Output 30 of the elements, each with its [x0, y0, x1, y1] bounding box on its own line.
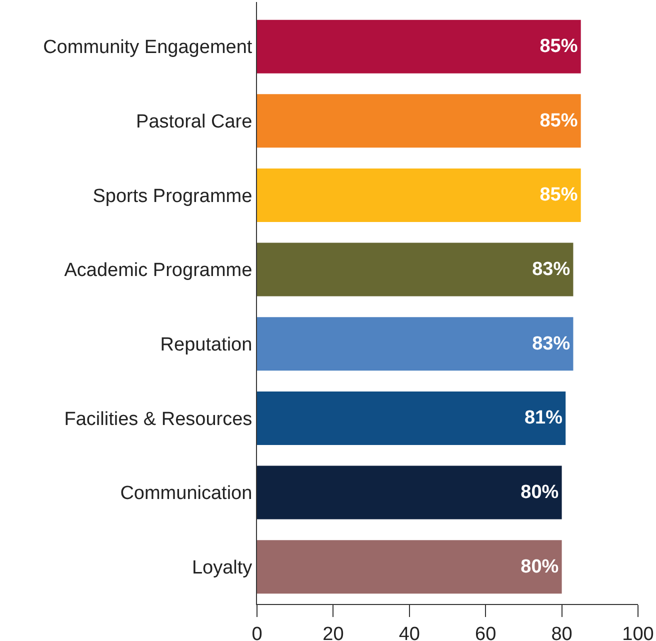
- y-tick-label: Sports Programme: [92, 186, 252, 207]
- data-label: 81%: [524, 408, 563, 429]
- y-tick-label: Community Engagement: [43, 37, 253, 58]
- y-tick-label: Loyalty: [192, 557, 253, 578]
- data-label: 85%: [540, 110, 578, 132]
- y-tick-label: Pastoral Care: [136, 112, 252, 133]
- data-label: 83%: [532, 259, 570, 280]
- data-label: 80%: [520, 556, 559, 578]
- bar: [257, 540, 562, 594]
- y-tick-label: Reputation: [160, 334, 252, 356]
- y-tick-label: Facilities & Resources: [64, 408, 252, 430]
- x-tick-label: 60: [475, 624, 496, 641]
- bar: [257, 94, 581, 148]
- y-tick-label: Communication: [120, 483, 252, 504]
- bar: [257, 242, 574, 296]
- data-label: 80%: [520, 482, 559, 504]
- x-tick-label: 100: [622, 624, 654, 641]
- data-label: 83%: [532, 333, 570, 354]
- bar: [257, 391, 566, 445]
- data-label: 85%: [540, 184, 578, 206]
- x-tick-label: 0: [252, 624, 262, 641]
- bar: [257, 466, 562, 520]
- bar: [257, 317, 574, 371]
- data-label: 85%: [540, 36, 578, 58]
- x-tick-label: 20: [322, 624, 344, 641]
- x-tick-label: 80: [551, 624, 572, 641]
- bar: [257, 168, 581, 222]
- y-tick-label: Academic Programme: [64, 260, 252, 282]
- bar: [257, 20, 581, 74]
- x-tick-label: 40: [398, 624, 420, 641]
